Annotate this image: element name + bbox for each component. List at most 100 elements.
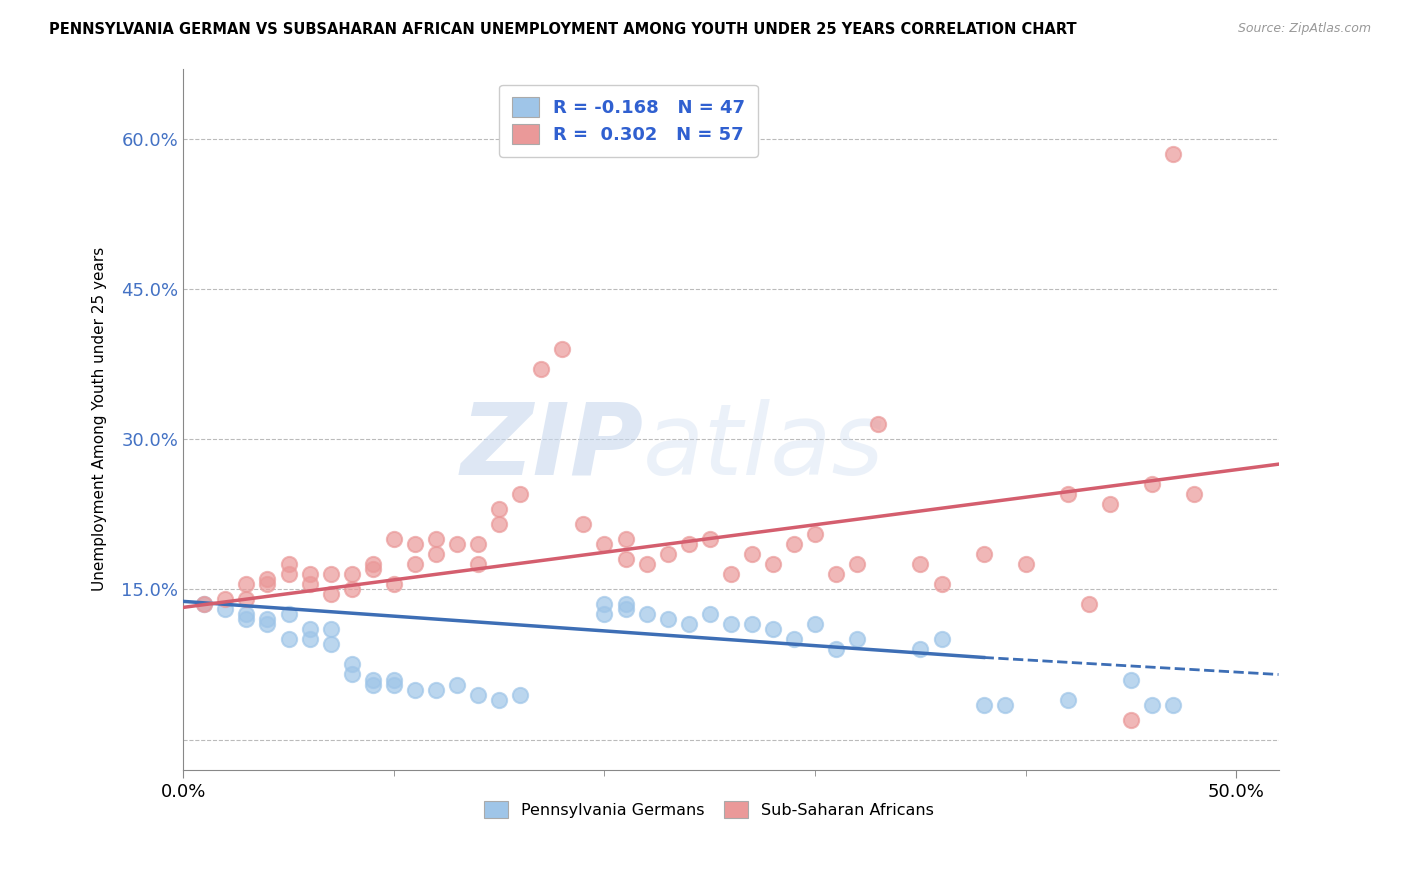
Point [277, 567, 299, 582]
Text: Source: ZipAtlas.com: Source: ZipAtlas.com [1237, 22, 1371, 36]
Point [235, 607, 257, 622]
Point [319, 587, 342, 601]
Point [910, 642, 932, 657]
Text: PENNSYLVANIA GERMAN VS SUBSAHARAN AFRICAN UNEMPLOYMENT AMONG YOUTH UNDER 25 YEAR: PENNSYLVANIA GERMAN VS SUBSAHARAN AFRICA… [49, 22, 1077, 37]
Point [488, 517, 510, 532]
Point [298, 567, 321, 582]
Point [593, 537, 616, 551]
Point [1057, 692, 1080, 706]
Point [277, 558, 299, 572]
Point [783, 632, 806, 647]
Point [678, 537, 700, 551]
Point [572, 517, 595, 532]
Y-axis label: Unemployment Among Youth under 25 years: Unemployment Among Youth under 25 years [93, 247, 107, 591]
Point [614, 533, 637, 547]
Point [593, 598, 616, 612]
Point [509, 688, 531, 702]
Point [298, 623, 321, 637]
Point [783, 537, 806, 551]
Point [340, 567, 363, 582]
Point [741, 547, 763, 561]
Point [488, 692, 510, 706]
Point [762, 558, 785, 572]
Point [214, 602, 236, 616]
Point [467, 537, 489, 551]
Point [931, 577, 953, 591]
Point [825, 567, 848, 582]
Point [699, 533, 721, 547]
Point [973, 698, 995, 712]
Point [551, 342, 574, 356]
Point [762, 623, 785, 637]
Point [319, 623, 342, 637]
Point [277, 607, 299, 622]
Point [235, 612, 257, 626]
Point [846, 632, 869, 647]
Point [657, 612, 679, 626]
Point [361, 562, 384, 576]
Point [614, 552, 637, 566]
Point [741, 617, 763, 632]
Text: atlas: atlas [643, 399, 884, 496]
Point [214, 592, 236, 607]
Point [1140, 698, 1163, 712]
Point [488, 502, 510, 516]
Point [804, 527, 827, 541]
Point [382, 533, 405, 547]
Point [404, 682, 426, 697]
Point [678, 617, 700, 632]
Point [235, 577, 257, 591]
Point [994, 698, 1017, 712]
Point [319, 637, 342, 651]
Point [720, 617, 742, 632]
Point [361, 558, 384, 572]
Point [614, 598, 637, 612]
Point [256, 572, 278, 586]
Point [1077, 598, 1099, 612]
Point [361, 677, 384, 691]
Point [699, 607, 721, 622]
Point [1119, 673, 1142, 687]
Point [298, 577, 321, 591]
Point [973, 547, 995, 561]
Point [319, 567, 342, 582]
Point [425, 533, 447, 547]
Point [256, 577, 278, 591]
Point [382, 677, 405, 691]
Point [868, 417, 890, 431]
Point [1098, 497, 1121, 511]
Point [846, 558, 869, 572]
Point [235, 592, 257, 607]
Point [1182, 487, 1205, 501]
Point [657, 547, 679, 561]
Point [593, 607, 616, 622]
Point [804, 617, 827, 632]
Point [825, 642, 848, 657]
Point [340, 582, 363, 597]
Point [467, 688, 489, 702]
Point [1015, 558, 1038, 572]
Point [382, 673, 405, 687]
Point [1161, 146, 1184, 161]
Point [1140, 477, 1163, 491]
Point [298, 632, 321, 647]
Text: ZIP: ZIP [460, 399, 643, 496]
Point [530, 362, 553, 376]
Point [1057, 487, 1080, 501]
Point [340, 667, 363, 681]
Point [446, 677, 468, 691]
Point [1119, 713, 1142, 727]
Point [636, 558, 658, 572]
Point [614, 602, 637, 616]
Point [425, 547, 447, 561]
Point [931, 632, 953, 647]
Point [404, 558, 426, 572]
Point [382, 577, 405, 591]
Point [446, 537, 468, 551]
Point [720, 567, 742, 582]
Point [910, 558, 932, 572]
Point [425, 682, 447, 697]
Point [509, 487, 531, 501]
Point [256, 617, 278, 632]
Point [193, 598, 215, 612]
